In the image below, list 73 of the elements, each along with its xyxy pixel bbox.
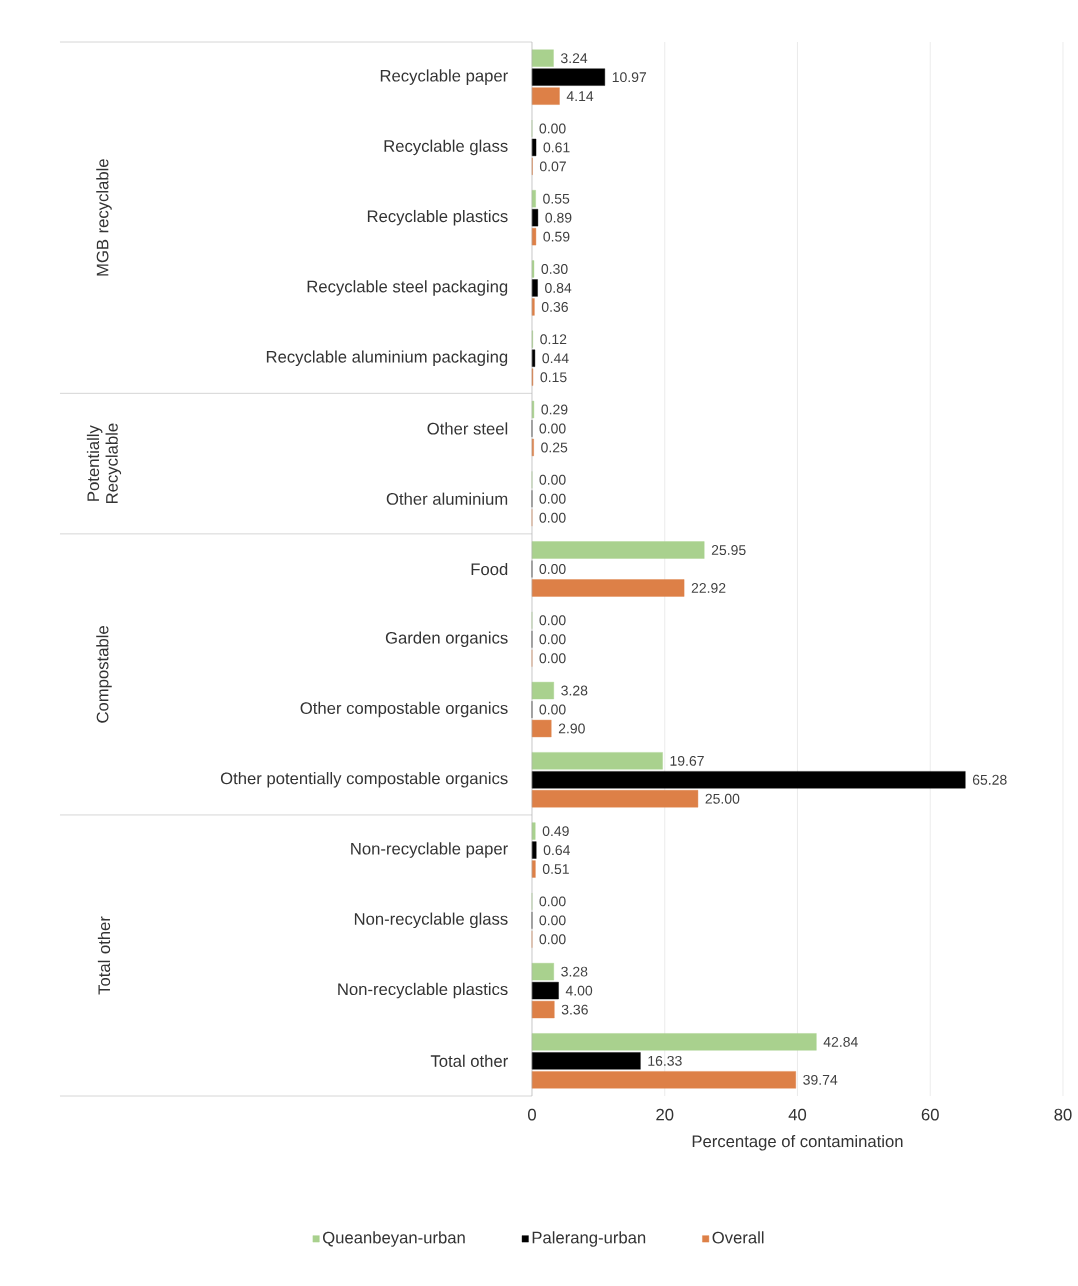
- legend-label: Queanbeyan-urban: [323, 1231, 465, 1247]
- data-label: 0.64: [543, 845, 570, 856]
- data-label: 3.28: [561, 685, 588, 696]
- x-axis-title: Percentage of contamination: [692, 1135, 903, 1151]
- data-label: 0.36: [541, 301, 568, 312]
- y-tick-label: Other aluminium: [386, 492, 508, 505]
- text: Potentially Recyclable: [86, 423, 122, 504]
- data-label: 0.29: [541, 404, 568, 415]
- data-label: 19.67: [670, 755, 704, 766]
- data-label: 3.24: [560, 53, 588, 64]
- data-label: 0.51: [542, 864, 569, 875]
- y-tick-label: Recyclable glass: [384, 139, 508, 156]
- data-label: 0.00: [539, 564, 566, 574]
- legend-label: Palerang-urban: [532, 1231, 646, 1247]
- data-label: 0.00: [539, 512, 566, 523]
- y-tick-label: Recyclable aluminium packaging: [266, 350, 508, 366]
- y-tick-label: Non-recyclable paper: [351, 842, 508, 858]
- data-label: 3.28: [561, 966, 588, 977]
- y-tick-label: Total other: [430, 1054, 508, 1067]
- x-tick-label: 20: [656, 1108, 674, 1121]
- data-label: 0.55: [543, 193, 570, 204]
- data-label: 25.95: [711, 545, 746, 555]
- text: Compostable: [96, 626, 112, 723]
- data-label: 0.44: [542, 353, 569, 364]
- data-label: 0.49: [542, 826, 569, 837]
- y-tick-label: Non-recyclable plastics: [338, 982, 508, 999]
- text: Total other: [97, 916, 111, 995]
- data-label: 0.00: [539, 915, 566, 926]
- data-label: 16.33: [648, 1055, 682, 1066]
- y-tick-label: Garden organics: [385, 631, 508, 648]
- y-tick-label: Other potentially compostable organics: [220, 772, 508, 788]
- data-label: 0.61: [543, 142, 570, 153]
- data-label: 0.89: [545, 212, 572, 223]
- data-label: 0.00: [539, 896, 566, 907]
- data-label: 0.00: [539, 123, 566, 134]
- data-label: 3.36: [561, 1004, 588, 1015]
- data-label: 42.84: [823, 1036, 858, 1047]
- y-tick-label: Other compostable organics: [300, 701, 508, 718]
- y-tick-label: Food: [471, 562, 508, 576]
- legend-label: Overall: [712, 1231, 764, 1244]
- y-tick-label: Recyclable paper: [380, 69, 508, 85]
- data-label: 39.74: [803, 1074, 838, 1085]
- data-label: 0.00: [539, 634, 566, 645]
- data-label: 0.00: [539, 493, 566, 504]
- data-label: 0.84: [545, 283, 572, 293]
- text: MGB recyclable: [96, 159, 112, 276]
- y-tick-label: Non-recyclable glass: [354, 912, 508, 929]
- data-label: 0.00: [539, 704, 566, 715]
- data-label: 22.92: [691, 583, 726, 593]
- y-tick-label: Recyclable plastics: [367, 209, 508, 226]
- data-label: 0.15: [540, 372, 567, 383]
- data-label: 0.00: [539, 474, 566, 485]
- x-tick-label: 60: [921, 1108, 939, 1121]
- data-label: 0.30: [541, 264, 568, 274]
- data-label: 0.59: [543, 231, 570, 242]
- data-label: 0.00: [539, 615, 566, 626]
- data-label: 65.28: [972, 774, 1007, 785]
- data-label: 4.14: [566, 91, 594, 101]
- y-tick-label: Other steel: [427, 422, 508, 435]
- x-tick-label: 80: [1054, 1108, 1072, 1121]
- data-label: 0.00: [539, 653, 566, 664]
- data-label: 25.00: [705, 793, 740, 804]
- data-label: 0.25: [541, 442, 568, 453]
- data-label: 0.07: [539, 161, 566, 172]
- data-label: 0.00: [539, 934, 566, 945]
- data-label: 0.12: [540, 334, 567, 345]
- x-tick-label: 0: [528, 1108, 536, 1121]
- data-label: 4.00: [565, 985, 593, 996]
- x-tick-label: 40: [788, 1108, 807, 1121]
- data-label: 2.90: [558, 723, 585, 734]
- y-tick-label: Recyclable steel packaging: [307, 280, 508, 296]
- data-label: 0.00: [539, 423, 566, 434]
- data-label: 10.97: [612, 72, 647, 83]
